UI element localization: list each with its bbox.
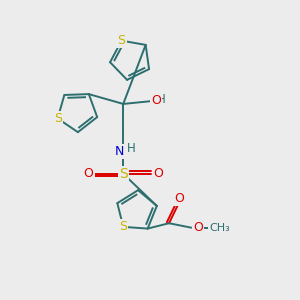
Text: N: N [115,145,124,158]
Text: O: O [151,94,161,107]
Text: O: O [83,167,93,180]
Text: O: O [153,167,163,180]
Text: S: S [118,34,126,47]
Text: CH₃: CH₃ [209,223,230,233]
Text: S: S [54,112,61,125]
Text: S: S [119,167,128,181]
Text: H: H [157,93,165,106]
Text: H: H [127,142,136,155]
Text: O: O [193,221,203,234]
Text: O: O [175,192,184,205]
Text: S: S [119,220,127,233]
